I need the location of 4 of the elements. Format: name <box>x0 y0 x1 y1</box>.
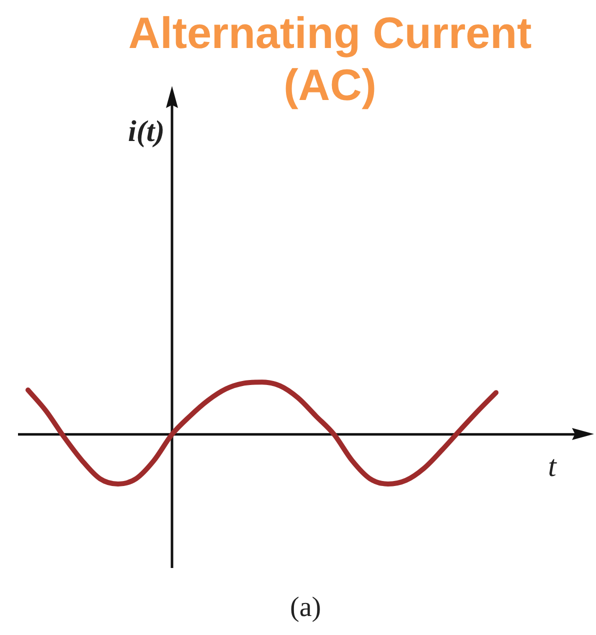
chart-title: Alternating Current (AC) <box>127 8 533 112</box>
text: (a) <box>290 592 322 624</box>
x-axis-title: t <box>548 450 556 484</box>
text: i(t) <box>128 115 165 149</box>
